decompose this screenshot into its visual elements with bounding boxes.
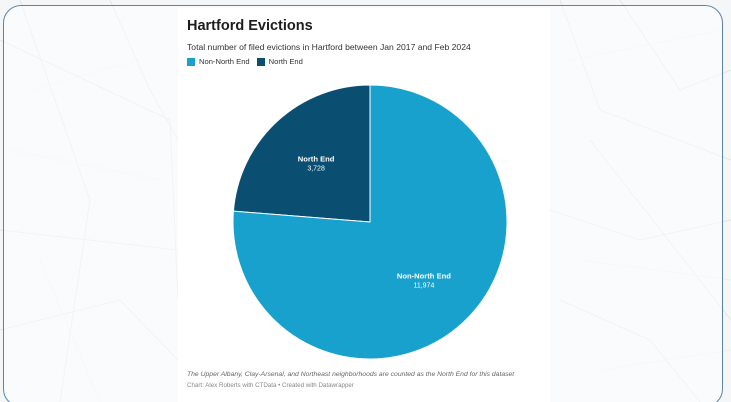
chart-title: Hartford Evictions (187, 18, 313, 34)
legend-swatch-non-north-end (187, 57, 195, 66)
slice-value-north-end: 3,728 (307, 166, 325, 173)
chart-credit: Chart: Alex Roberts with CTData • Create… (187, 382, 354, 389)
pie-slices (232, 84, 508, 360)
pie-labels: North End 3,728 Non-North End 11,974 (298, 155, 451, 290)
legend-swatch-north-end (256, 57, 265, 66)
chart-subtitle: Total number of filed evictions in Hartf… (187, 42, 471, 52)
legend-label-north-end: North End (268, 57, 303, 66)
legend-label-non-north-end: Non-North End (199, 57, 250, 66)
chart-note: The Upper Albany, Clay-Arsenal, and Nort… (187, 371, 515, 378)
pie-slice-non-north-end (232, 84, 508, 360)
legend-item-non-north-end: Non-North End (187, 57, 250, 66)
slice-label-non-north-end: Non-North End (397, 271, 451, 280)
pie-slice-north-end (232, 84, 371, 223)
chart-legend: Non-North End North End (187, 57, 310, 66)
slice-label-north-end: North End (298, 155, 335, 164)
slice-value-non-north-end: 11,974 (413, 282, 434, 289)
legend-item-north-end: North End (256, 57, 303, 66)
